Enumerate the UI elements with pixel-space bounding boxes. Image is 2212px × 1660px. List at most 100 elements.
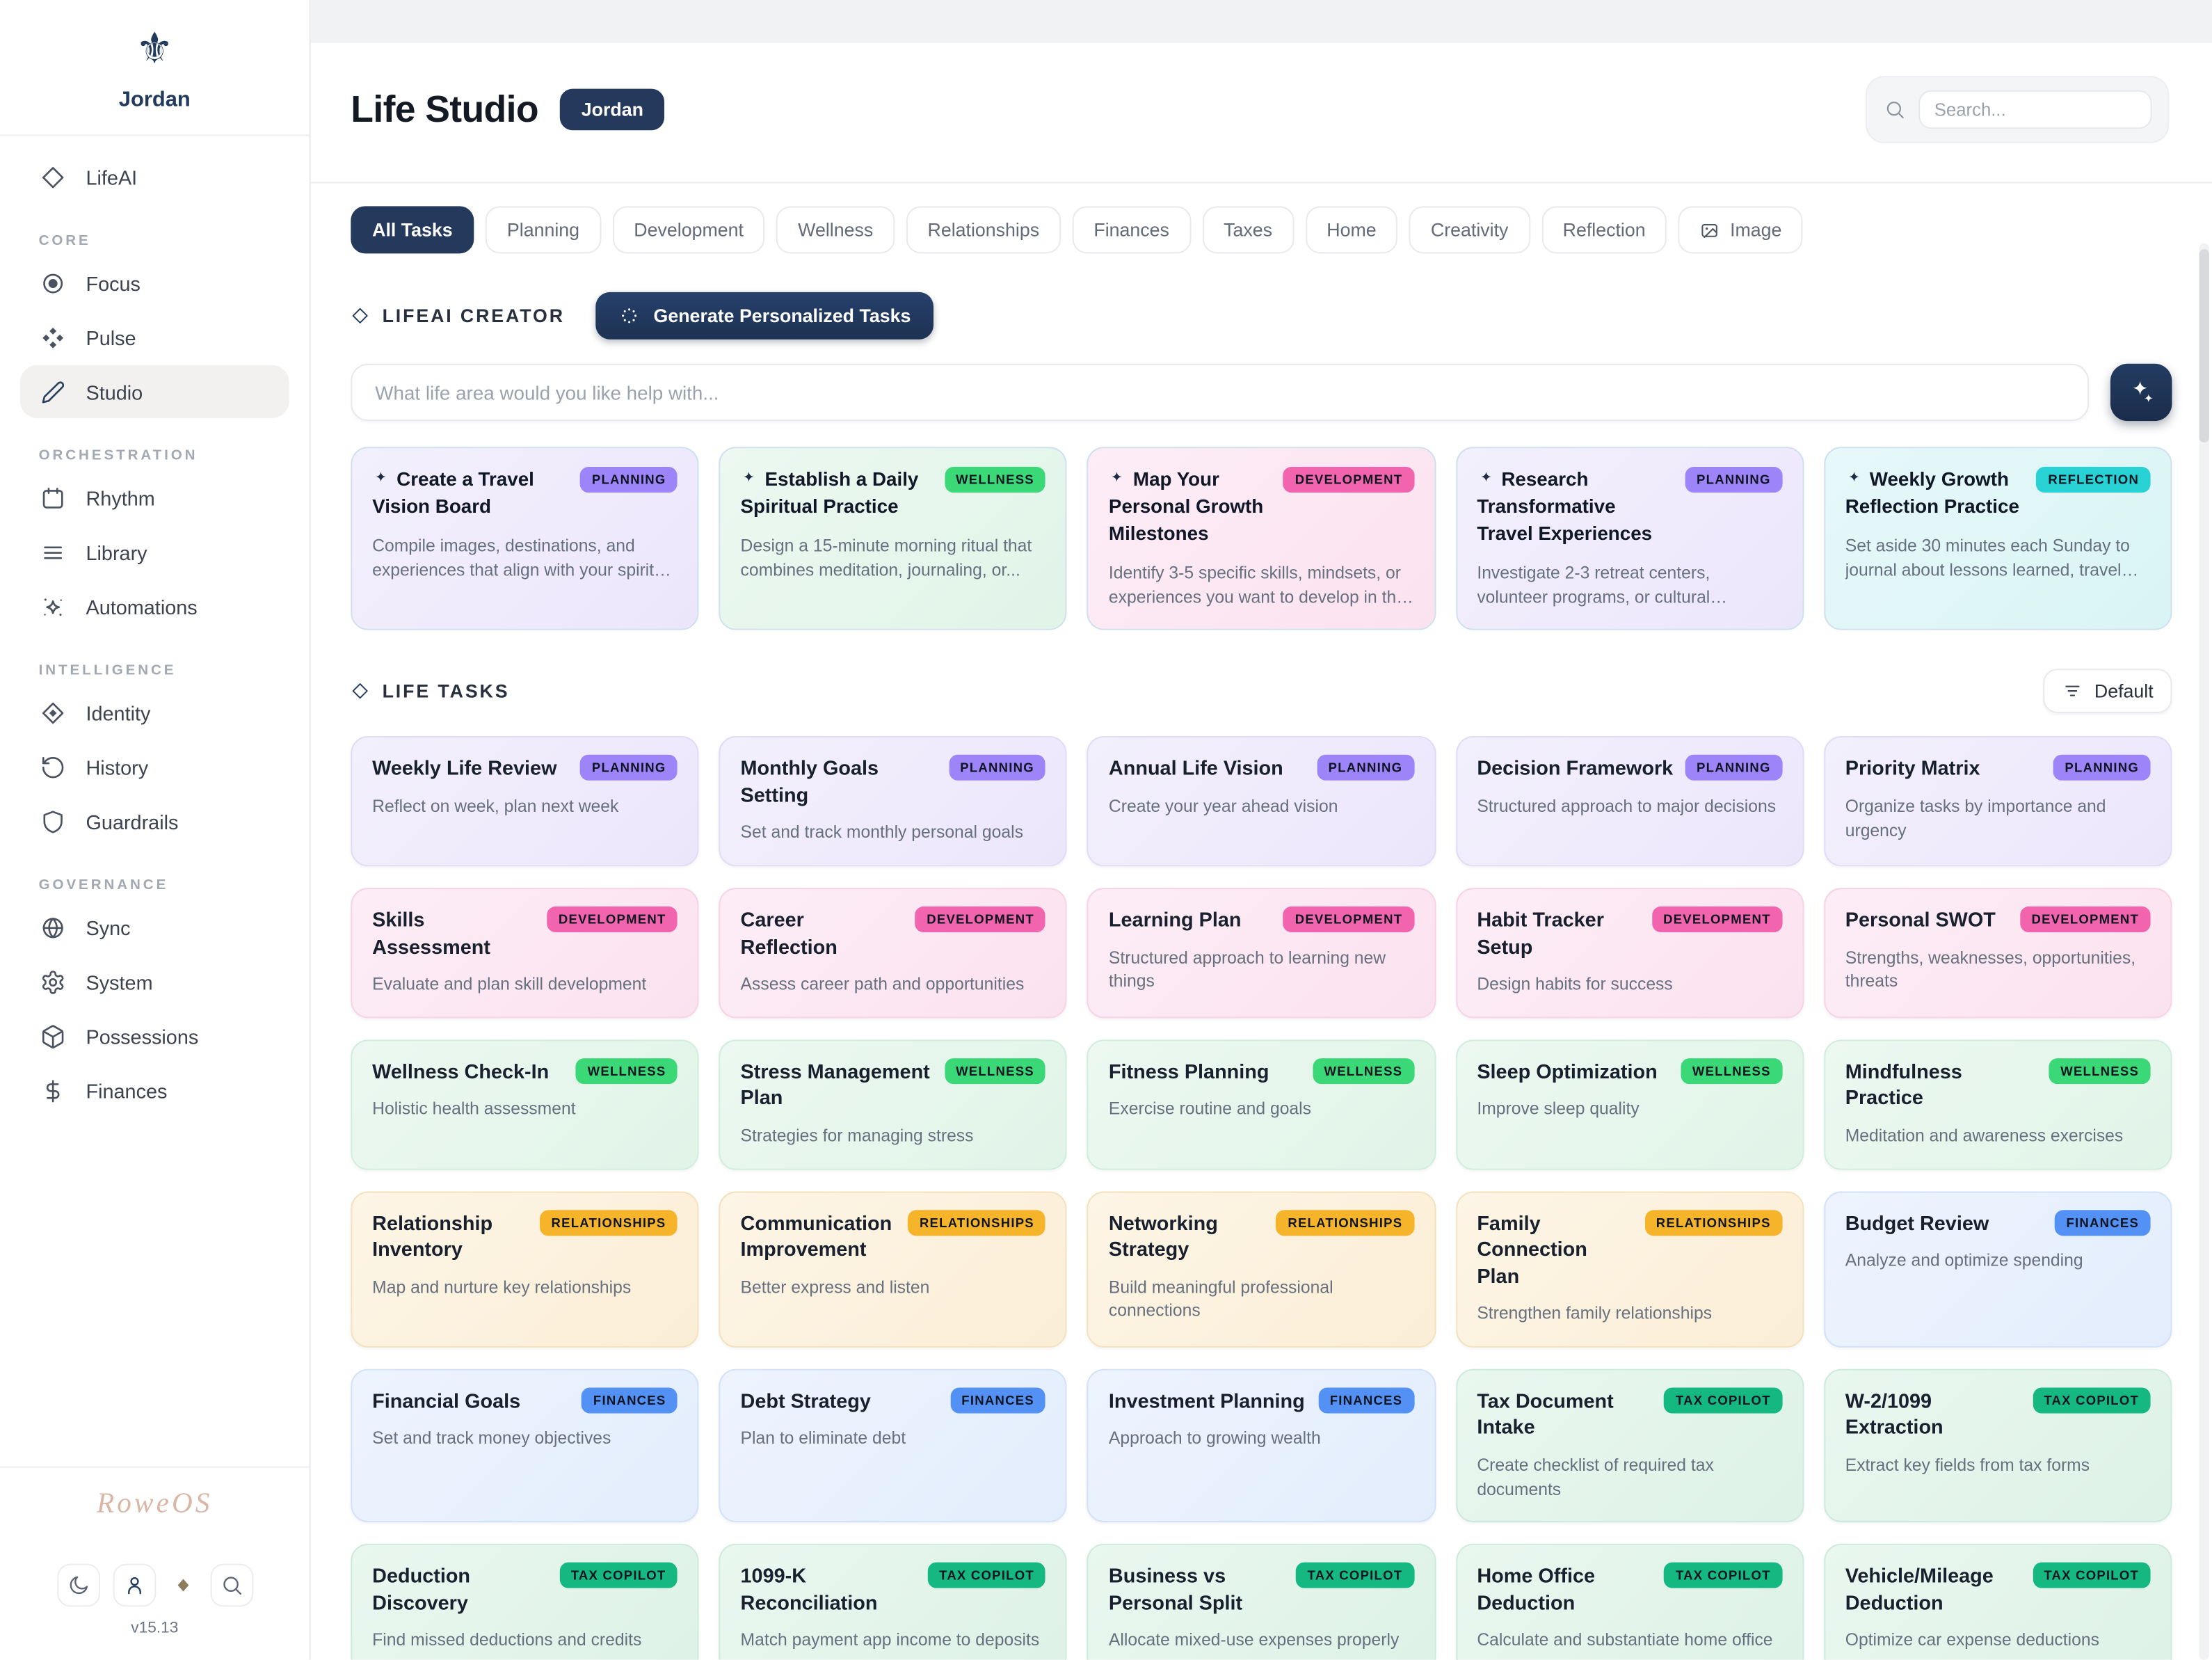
task-card[interactable]: Family Connection Plan RELATIONSHIPS Stren… xyxy=(1455,1190,1804,1348)
task-card[interactable]: Financial Goals FINANCES Set and track mon… xyxy=(351,1368,699,1523)
tab-creativity[interactable]: Creativity xyxy=(1409,206,1530,254)
task-title: Monthly Goals Setting xyxy=(740,756,879,806)
tab-planning[interactable]: Planning xyxy=(486,206,601,254)
scrollbar-thumb[interactable] xyxy=(2199,249,2209,443)
task-card[interactable]: Wellness Check-In WELLNESS Holistic health… xyxy=(351,1039,699,1170)
tab-development[interactable]: Development xyxy=(612,206,765,254)
pulse-icon xyxy=(39,324,66,351)
task-card[interactable]: Decision Framework PLANNING Structured app… xyxy=(1455,736,1804,867)
diamond-solid-icon[interactable] xyxy=(168,1575,197,1595)
task-card[interactable]: 1099-K Reconciliation TAX COPILOT Match pa… xyxy=(719,1544,1068,1660)
task-card[interactable]: Business vs Personal Split TAX COPILOT All… xyxy=(1087,1544,1436,1660)
tab-image[interactable]: Image xyxy=(1678,206,1804,254)
suggestion-card[interactable]: Research Transformative Travel Experienc… xyxy=(1455,447,1804,631)
sidebar-item-studio[interactable]: Studio xyxy=(19,365,289,419)
sidebar-item-identity[interactable]: Identity xyxy=(20,686,289,739)
tab-all-tasks[interactable]: All Tasks xyxy=(351,206,474,254)
task-card[interactable]: Sleep Optimization WELLNESS Improve sleep … xyxy=(1455,1039,1804,1170)
tab-reflection[interactable]: Reflection xyxy=(1541,206,1667,254)
submit-sparkles-button[interactable] xyxy=(2110,363,2172,422)
task-card[interactable]: Home Office Deduction TAX COPILOT Calculat… xyxy=(1455,1544,1804,1660)
search-input[interactable] xyxy=(1918,90,2152,129)
task-title: Networking Strategy xyxy=(1108,1211,1218,1261)
task-card[interactable]: Personal SWOT DEVELOPMENT Strengths, weakn… xyxy=(1823,888,2172,1019)
task-card[interactable]: Budget Review FINANCES Analyze and optimiz… xyxy=(1823,1190,2172,1348)
task-card[interactable]: Priority Matrix PLANNING Organize tasks by… xyxy=(1823,736,2172,867)
category-badge: FINANCES xyxy=(1318,1387,1414,1414)
task-card[interactable]: Annual Life Vision PLANNING Create your ye… xyxy=(1087,736,1436,867)
task-card[interactable]: Habit Tracker Setup DEVELOPMENT Design hab… xyxy=(1455,888,1804,1019)
task-card[interactable]: Tax Document Intake TAX COPILOT Create che… xyxy=(1455,1368,1804,1523)
sidebar-item-system[interactable]: System xyxy=(20,955,289,1008)
category-badge: TAX COPILOT xyxy=(2032,1563,2151,1589)
task-card[interactable]: Communication Improvement RELATIONSHIPS Be… xyxy=(719,1190,1068,1348)
category-badge: PLANNING xyxy=(1685,755,1783,781)
task-card[interactable]: Investment Planning FINANCES Approach to g… xyxy=(1087,1368,1436,1523)
category-badge: WELLNESS xyxy=(1313,1058,1414,1084)
task-card[interactable]: W-2/1099 Extraction TAX COPILOT Extract ke… xyxy=(1823,1368,2172,1523)
task-description: Calculate and substantiate home office xyxy=(1477,1630,1773,1650)
user-icon[interactable] xyxy=(112,1563,156,1607)
suggestion-card[interactable]: Weekly Growth Reflection Practice REFLECT… xyxy=(1823,447,2172,631)
life-area-input[interactable] xyxy=(351,363,2090,422)
task-card[interactable]: Weekly Life Review PLANNING Reflect on wee… xyxy=(351,736,699,867)
task-card[interactable]: Relationship Inventory RELATIONSHIPS Map a… xyxy=(351,1190,699,1348)
sidebar-item-lifeai[interactable]: LifeAI xyxy=(20,150,289,203)
task-description: Evaluate and plan skill development xyxy=(372,973,647,994)
tab-label: Taxes xyxy=(1224,218,1273,241)
task-card[interactable]: Vehicle/Mileage Deduction TAX COPILOT Opti… xyxy=(1823,1544,2172,1660)
sidebar-item-sync[interactable]: Sync xyxy=(20,901,289,954)
task-card[interactable]: Networking Strategy RELATIONSHIPS Build me… xyxy=(1087,1190,1436,1348)
task-description: Better express and listen xyxy=(740,1277,930,1297)
task-title: W-2/1099 Extraction xyxy=(1845,1389,1943,1439)
task-card[interactable]: Skills Assessment DEVELOPMENT Evaluate and… xyxy=(351,888,699,1019)
sidebar-item-pulse[interactable]: Pulse xyxy=(20,311,289,364)
sort-default-button[interactable]: Default xyxy=(2042,669,2172,714)
sidebar-item-library[interactable]: Library xyxy=(20,525,289,578)
tab-wellness[interactable]: Wellness xyxy=(776,206,895,254)
spinner-icon xyxy=(619,305,641,326)
fleur-de-lis-logo: ⚜ xyxy=(135,26,174,73)
task-card[interactable]: Deduction Discovery TAX COPILOT Find misse… xyxy=(351,1544,699,1660)
suggestion-card[interactable]: Establish a Daily Spiritual Practice WELL… xyxy=(719,447,1068,631)
suggestion-description: Set aside 30 minutes each Sunday to jour… xyxy=(1845,535,2130,580)
task-description: Structured approach to major decisions xyxy=(1477,796,1777,817)
moon-icon[interactable] xyxy=(56,1563,100,1607)
sidebar-item-history[interactable]: History xyxy=(20,740,289,793)
task-description: Exercise routine and goals xyxy=(1108,1099,1312,1119)
task-card[interactable]: Career Reflection DEVELOPMENT Assess caree… xyxy=(719,888,1068,1019)
app-version: v15.13 xyxy=(131,1619,179,1637)
sort-default-label: Default xyxy=(2094,680,2154,703)
tab-finances[interactable]: Finances xyxy=(1072,206,1191,254)
search-icon[interactable] xyxy=(209,1563,253,1607)
sidebar-item-label: LifeAI xyxy=(86,165,138,189)
task-card[interactable]: Stress Management Plan WELLNESS Strategies… xyxy=(719,1039,1068,1170)
sidebar-item-automations[interactable]: Automations xyxy=(20,580,289,633)
task-title: 1099-K Reconciliation xyxy=(740,1564,878,1614)
tab-relationships[interactable]: Relationships xyxy=(906,206,1061,254)
task-title: Mindfulness Practice xyxy=(1845,1059,1962,1109)
task-description: Optimize car expense deductions xyxy=(1845,1630,2099,1650)
page-header: Life Studio Jordan xyxy=(311,43,2212,182)
task-card[interactable]: Learning Plan DEVELOPMENT Structured appro… xyxy=(1087,888,1436,1019)
suggestion-card[interactable]: Map Your Personal Growth Milestones DEVEL… xyxy=(1087,447,1436,631)
category-badge: PLANNING xyxy=(1317,755,1414,781)
sidebar-item-finances[interactable]: Finances xyxy=(20,1064,289,1117)
sidebar-item-possessions[interactable]: Possessions xyxy=(20,1009,289,1062)
task-card[interactable]: Mindfulness Practice WELLNESS Meditation a… xyxy=(1823,1039,2172,1170)
sidebar-item-focus[interactable]: Focus xyxy=(20,256,289,309)
generate-tasks-button[interactable]: Generate Personalized Tasks xyxy=(596,292,934,340)
task-description: Reflect on week, plan next week xyxy=(372,796,619,817)
suggestion-card[interactable]: Create a Travel Vision Board PLANNING Comp… xyxy=(351,447,699,631)
sidebar-item-rhythm[interactable]: Rhythm xyxy=(20,471,289,524)
sidebar-item-label: History xyxy=(86,755,149,779)
gear-icon xyxy=(39,968,66,995)
task-card[interactable]: Monthly Goals Setting PLANNING Set and tra… xyxy=(719,736,1068,867)
task-card[interactable]: Fitness Planning WELLNESS Exercise routine… xyxy=(1087,1039,1436,1170)
focus-icon xyxy=(39,269,66,296)
tab-taxes[interactable]: Taxes xyxy=(1202,206,1294,254)
task-card[interactable]: Debt Strategy FINANCES Plan to eliminate d… xyxy=(719,1368,1068,1523)
sidebar-item-guardrails[interactable]: Guardrails xyxy=(20,795,289,847)
tab-home[interactable]: Home xyxy=(1305,206,1398,254)
